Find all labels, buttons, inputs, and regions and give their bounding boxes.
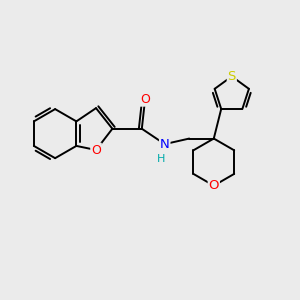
Text: O: O [140,93,150,106]
Text: O: O [208,179,219,192]
Text: H: H [157,154,166,164]
Text: S: S [228,70,236,83]
Text: N: N [160,138,169,151]
Text: O: O [91,143,101,157]
